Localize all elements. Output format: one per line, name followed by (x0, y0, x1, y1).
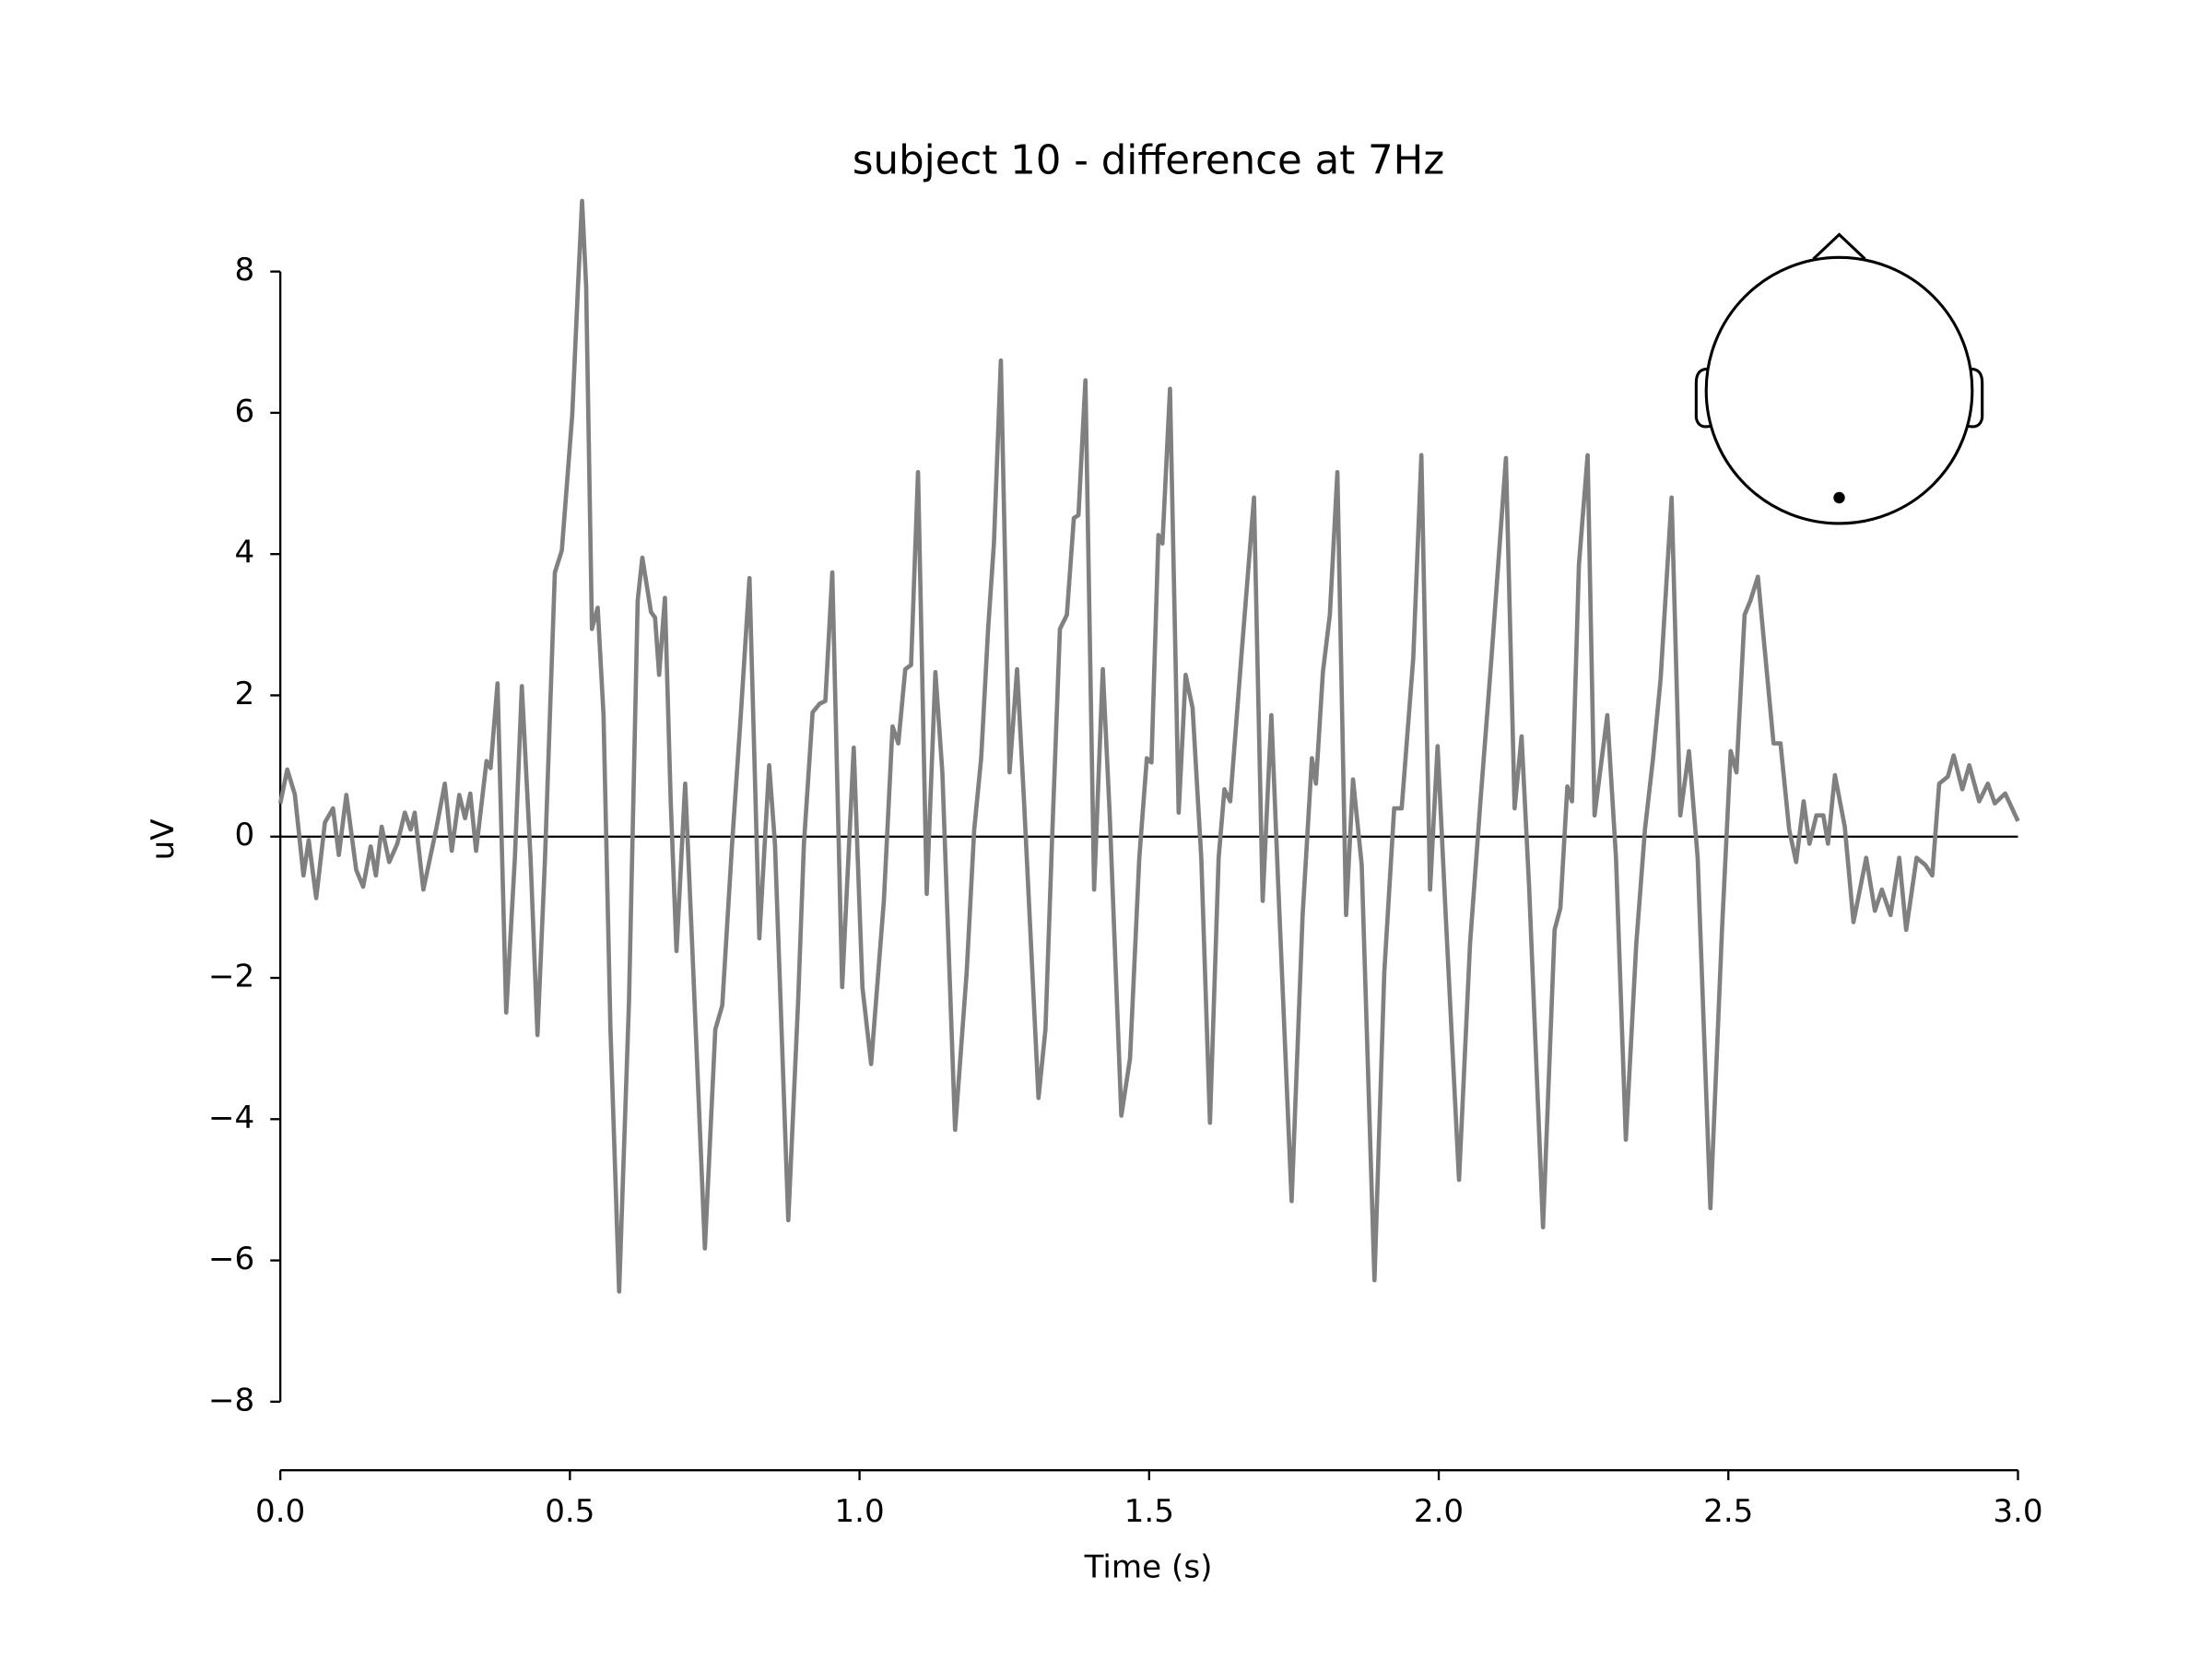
y-axis-label: uV (145, 818, 182, 861)
chart-title: subject 10 - difference at 7Hz (853, 137, 1444, 183)
sensor-dot (1833, 491, 1845, 504)
head-outline (1704, 255, 1974, 525)
y-tick-label: −6 (208, 1241, 254, 1277)
y-tick-label: −8 (208, 1382, 254, 1418)
head-nose (1812, 232, 1866, 260)
y-tick-label: 0 (234, 817, 254, 853)
head-ear-left (1694, 367, 1712, 429)
head-inset (1694, 232, 1984, 525)
y-tick-label: 2 (234, 676, 254, 712)
x-tick-label: 1.5 (1124, 1493, 1174, 1530)
x-tick-label: 2.5 (1703, 1493, 1753, 1530)
y-tick-label: 8 (234, 252, 254, 288)
x-tick-label: 0.0 (255, 1493, 305, 1530)
y-tick-label: −2 (208, 959, 254, 995)
y-tick-label: −4 (208, 1100, 254, 1136)
x-tick-label: 3.0 (1993, 1493, 2042, 1530)
x-tick-label: 0.5 (545, 1493, 594, 1530)
x-axis-label: Time (s) (1084, 1549, 1213, 1586)
y-tick-label: 4 (234, 535, 254, 571)
y-tick-label: 6 (234, 393, 254, 429)
x-tick-label: 2.0 (1414, 1493, 1464, 1530)
series-line (277, 198, 2020, 1294)
x-tick-label: 1.0 (834, 1493, 884, 1530)
head-ear-right (1967, 367, 1984, 429)
